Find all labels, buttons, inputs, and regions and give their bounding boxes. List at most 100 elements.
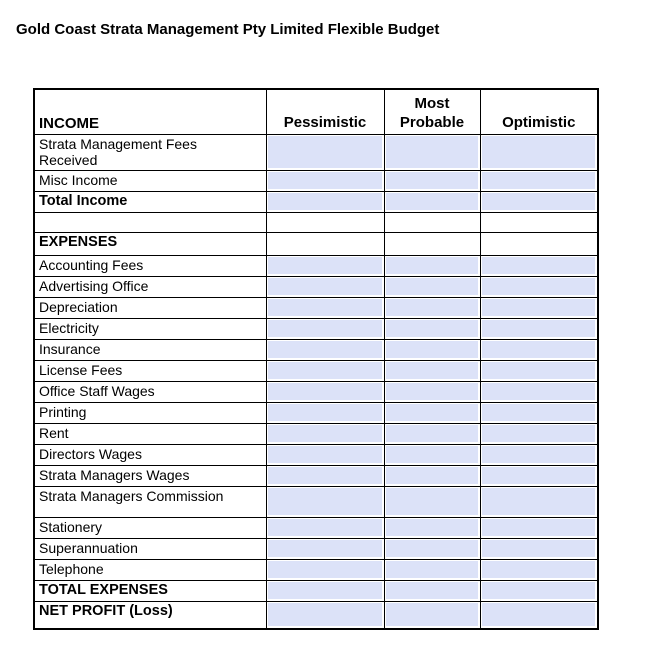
cell-most-probable[interactable] <box>383 169 481 192</box>
cell-optimistic[interactable] <box>479 169 599 192</box>
cell-most-probable[interactable] <box>383 231 481 256</box>
cell-optimistic[interactable] <box>479 380 599 403</box>
row-label: Directors Wages <box>33 443 267 466</box>
cell-optimistic[interactable] <box>479 485 599 518</box>
cell-most-probable[interactable] <box>383 579 481 602</box>
cell-pessimistic[interactable] <box>265 600 385 630</box>
row-label: Superannuation <box>33 537 267 560</box>
cell-most-probable[interactable] <box>383 254 481 277</box>
cell-most-probable[interactable] <box>383 464 481 487</box>
cell-most-probable[interactable] <box>383 275 481 298</box>
row-label: TOTAL EXPENSES <box>33 579 267 602</box>
cell-optimistic[interactable] <box>479 443 599 466</box>
cell-pessimistic[interactable] <box>265 579 385 602</box>
row-label: Strata Managers Commission <box>33 485 267 518</box>
table-row: Superannuation <box>33 537 599 560</box>
cell-pessimistic[interactable] <box>265 190 385 213</box>
cell-most-probable[interactable] <box>383 359 481 382</box>
table-row: Insurance <box>33 338 599 361</box>
row-label: EXPENSES <box>33 231 267 256</box>
cell-pessimistic[interactable] <box>265 401 385 424</box>
table-row: Strata Managers Wages <box>33 464 599 487</box>
row-label: Strata Management Fees Received <box>33 133 267 171</box>
cell-most-probable[interactable] <box>383 443 481 466</box>
table-header-row: INCOME Pessimistic Most Probable Optimis… <box>33 88 599 135</box>
table-row: Electricity <box>33 317 599 340</box>
cell-most-probable[interactable] <box>383 537 481 560</box>
cell-optimistic[interactable] <box>479 579 599 602</box>
cell-pessimistic[interactable] <box>265 485 385 518</box>
table-row <box>33 211 599 233</box>
cell-optimistic[interactable] <box>479 211 599 233</box>
cell-optimistic[interactable] <box>479 558 599 581</box>
table-row: Misc Income <box>33 169 599 192</box>
cell-pessimistic[interactable] <box>265 275 385 298</box>
row-label: Strata Managers Wages <box>33 464 267 487</box>
cell-most-probable[interactable] <box>383 422 481 445</box>
table-row: Accounting Fees <box>33 254 599 277</box>
cell-most-probable[interactable] <box>383 296 481 319</box>
table-row: Total Income <box>33 190 599 213</box>
cell-optimistic[interactable] <box>479 600 599 630</box>
header-income: INCOME <box>33 88 267 135</box>
table-row: TOTAL EXPENSES <box>33 579 599 602</box>
cell-most-probable[interactable] <box>383 600 481 630</box>
header-most-probable: Most Probable <box>383 88 481 135</box>
cell-pessimistic[interactable] <box>265 317 385 340</box>
cell-most-probable[interactable] <box>383 133 481 171</box>
row-label: Accounting Fees <box>33 254 267 277</box>
table-row: License Fees <box>33 359 599 382</box>
cell-most-probable[interactable] <box>383 401 481 424</box>
cell-pessimistic[interactable] <box>265 211 385 233</box>
cell-most-probable[interactable] <box>383 516 481 539</box>
table-row: NET PROFIT (Loss) <box>33 600 599 630</box>
cell-most-probable[interactable] <box>383 558 481 581</box>
cell-pessimistic[interactable] <box>265 133 385 171</box>
cell-optimistic[interactable] <box>479 275 599 298</box>
cell-optimistic[interactable] <box>479 516 599 539</box>
row-label: Insurance <box>33 338 267 361</box>
table-row: Office Staff Wages <box>33 380 599 403</box>
cell-pessimistic[interactable] <box>265 231 385 256</box>
row-label <box>33 211 267 233</box>
cell-optimistic[interactable] <box>479 401 599 424</box>
cell-pessimistic[interactable] <box>265 380 385 403</box>
cell-optimistic[interactable] <box>479 359 599 382</box>
cell-optimistic[interactable] <box>479 231 599 256</box>
cell-pessimistic[interactable] <box>265 359 385 382</box>
cell-pessimistic[interactable] <box>265 169 385 192</box>
cell-pessimistic[interactable] <box>265 443 385 466</box>
cell-optimistic[interactable] <box>479 190 599 213</box>
cell-optimistic[interactable] <box>479 317 599 340</box>
cell-optimistic[interactable] <box>479 133 599 171</box>
cell-most-probable[interactable] <box>383 338 481 361</box>
cell-optimistic[interactable] <box>479 537 599 560</box>
cell-optimistic[interactable] <box>479 296 599 319</box>
cell-optimistic[interactable] <box>479 338 599 361</box>
cell-most-probable[interactable] <box>383 211 481 233</box>
cell-most-probable[interactable] <box>383 190 481 213</box>
row-label: Rent <box>33 422 267 445</box>
cell-optimistic[interactable] <box>479 254 599 277</box>
cell-pessimistic[interactable] <box>265 338 385 361</box>
cell-pessimistic[interactable] <box>265 516 385 539</box>
table-row: Strata Managers Commission <box>33 485 599 518</box>
cell-pessimistic[interactable] <box>265 537 385 560</box>
cell-pessimistic[interactable] <box>265 422 385 445</box>
row-label: Printing <box>33 401 267 424</box>
cell-optimistic[interactable] <box>479 422 599 445</box>
table-row: EXPENSES <box>33 231 599 256</box>
cell-pessimistic[interactable] <box>265 254 385 277</box>
cell-most-probable[interactable] <box>383 380 481 403</box>
cell-pessimistic[interactable] <box>265 296 385 319</box>
cell-most-probable[interactable] <box>383 317 481 340</box>
cell-optimistic[interactable] <box>479 464 599 487</box>
cell-pessimistic[interactable] <box>265 558 385 581</box>
cell-most-probable[interactable] <box>383 485 481 518</box>
row-label: Electricity <box>33 317 267 340</box>
cell-pessimistic[interactable] <box>265 464 385 487</box>
table-row: Printing <box>33 401 599 424</box>
header-optimistic: Optimistic <box>479 88 599 135</box>
row-label: Stationery <box>33 516 267 539</box>
